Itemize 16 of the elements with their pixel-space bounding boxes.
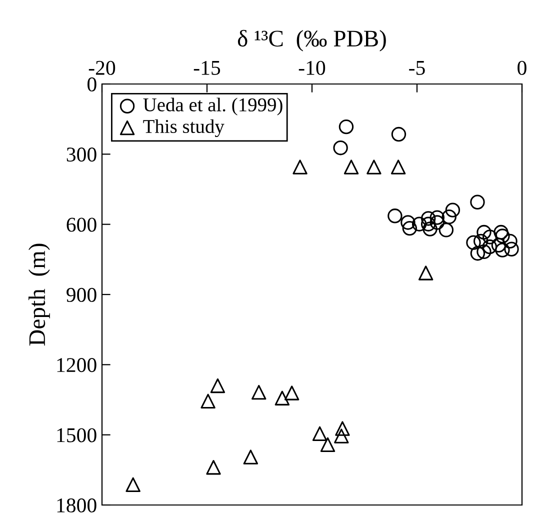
y-axis-title: Depth (m) bbox=[28, 244, 50, 346]
legend-label: This study bbox=[143, 119, 224, 138]
y-tick-label: 0 bbox=[88, 77, 96, 92]
x-axis-title: δ ¹³C (‰ PDB) bbox=[238, 30, 386, 52]
x-tick-label: -20 bbox=[88, 60, 116, 75]
y-tick-label: 600 bbox=[66, 218, 96, 232]
x-tick-label: -5 bbox=[409, 61, 425, 75]
y-tick-label: 300 bbox=[66, 148, 96, 162]
x-tick-label: 0 bbox=[518, 60, 526, 75]
y-tick-label: 1800 bbox=[57, 498, 96, 512]
legend-label: Ueda et al. (1999) bbox=[143, 98, 282, 116]
y-tick-label: 1200 bbox=[57, 358, 96, 372]
y-tick-label: 900 bbox=[66, 288, 96, 302]
x-tick-label: -10 bbox=[298, 60, 326, 75]
x-tick-label: -15 bbox=[194, 60, 220, 75]
y-tick-label: 1500 bbox=[57, 428, 96, 442]
